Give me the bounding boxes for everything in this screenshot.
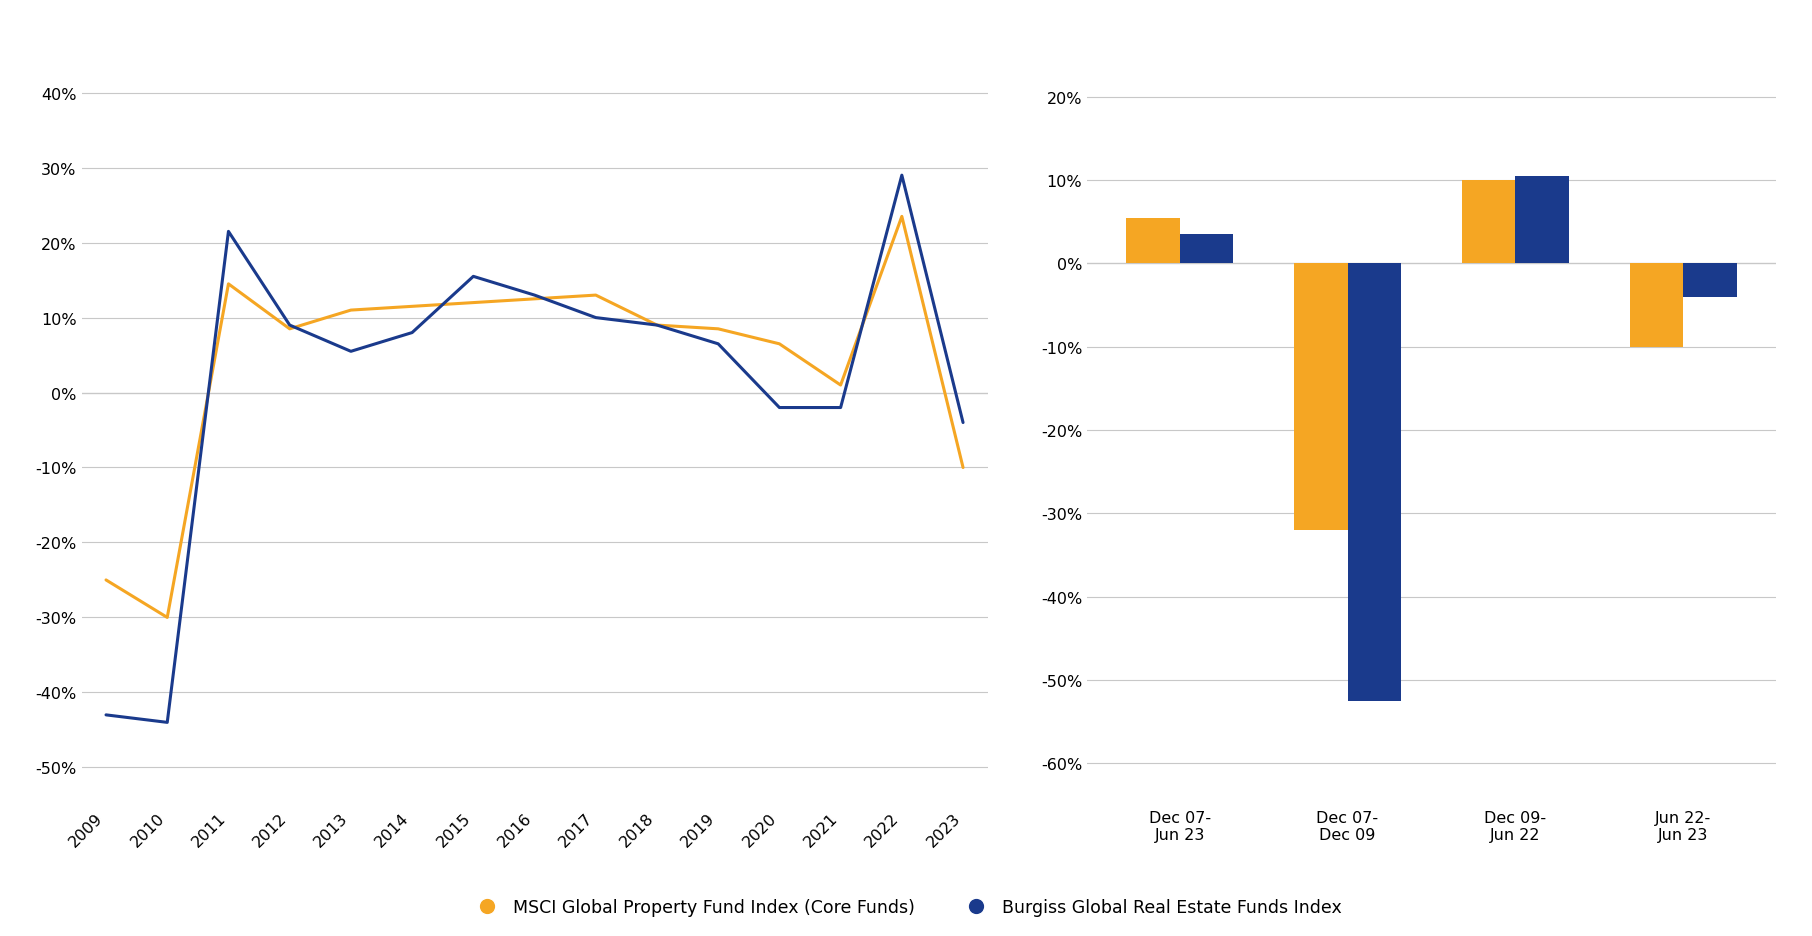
Bar bbox=[1462, 181, 1515, 264]
Bar bbox=[1180, 235, 1234, 264]
Bar bbox=[1515, 177, 1569, 264]
Bar bbox=[1683, 264, 1738, 298]
Bar bbox=[1294, 264, 1348, 531]
Bar bbox=[1348, 264, 1401, 701]
Bar bbox=[1125, 218, 1180, 264]
Bar bbox=[1629, 264, 1683, 347]
Legend: MSCI Global Property Fund Index (Core Funds), Burgiss Global Real Estate Funds I: MSCI Global Property Fund Index (Core Fu… bbox=[464, 891, 1348, 923]
